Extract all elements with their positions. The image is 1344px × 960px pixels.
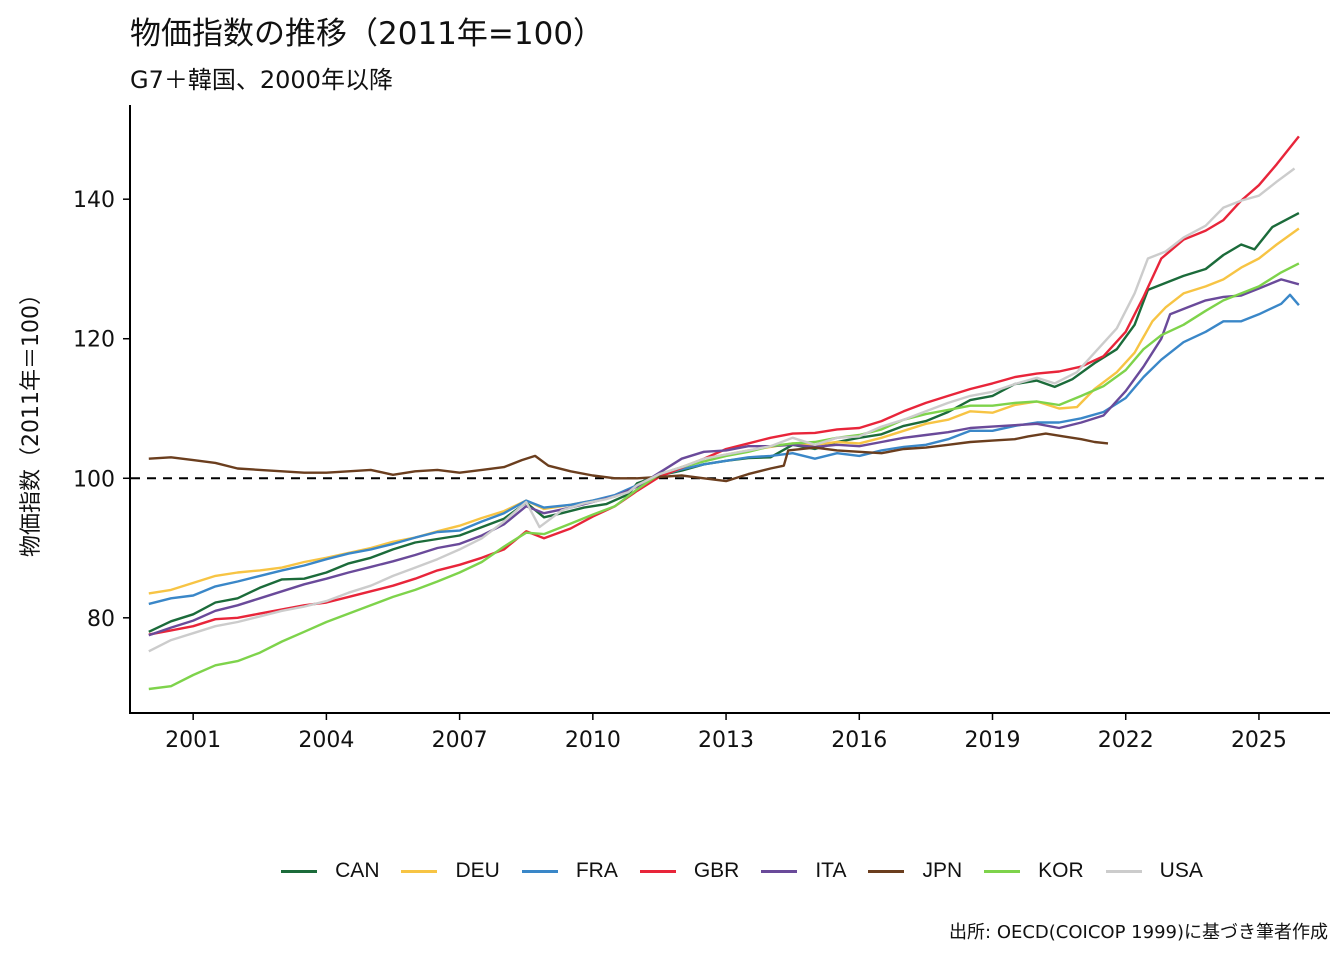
source-caption: 出所: OECD(COICOP 1999)に基づき筆者作成 <box>949 922 1328 943</box>
y-tick-label: 140 <box>73 188 115 213</box>
y-axis-title: 物価指数（2011年＝100） <box>19 283 44 557</box>
series-line-gbr <box>148 135 1300 636</box>
legend-key-swatch <box>984 869 1021 873</box>
legend-label: GBR <box>693 859 740 882</box>
series-line-kor <box>148 262 1300 691</box>
y-tick-label: 80 <box>87 607 115 632</box>
legend-item-jpn: JPN <box>868 859 962 883</box>
legend-label: DEU <box>455 859 500 882</box>
legend: CAN DEU FRA GBR ITA JPN KOR USA <box>0 856 1344 886</box>
legend-item-usa: USA <box>1105 859 1203 883</box>
legend-item-gbr: GBR <box>639 859 740 883</box>
chart-subtitle: G7＋韓国、2000年以降 <box>130 66 393 94</box>
chart-title: 物価指数の推移（2011年=100） <box>130 16 605 52</box>
series-line-ita <box>148 278 1300 637</box>
series-line-jpn <box>148 432 1109 483</box>
series-line-usa <box>148 167 1296 653</box>
x-tick-label: 2019 <box>965 728 1021 753</box>
legend-label: ITA <box>815 859 847 882</box>
legend-item-deu: DEU <box>401 859 500 883</box>
legend-key-swatch <box>868 869 905 873</box>
x-tick-label: 2013 <box>698 728 754 753</box>
y-tick-label: 120 <box>73 328 115 353</box>
legend-key-swatch <box>639 869 676 873</box>
x-tick-label: 2004 <box>298 728 354 753</box>
y-tick-label: 100 <box>73 467 115 492</box>
x-tick-label: 2010 <box>565 728 621 753</box>
legend-label: CAN <box>335 859 380 882</box>
legend-key-swatch <box>281 869 318 873</box>
series-line-deu <box>148 227 1300 595</box>
legend-label: FRA <box>575 859 618 882</box>
x-tick-label: 2022 <box>1098 728 1154 753</box>
legend-label: USA <box>1159 859 1203 882</box>
legend-key-swatch <box>761 869 798 873</box>
legend-label: KOR <box>1038 859 1084 882</box>
x-tick-label: 2016 <box>831 728 887 753</box>
legend-item-fra: FRA <box>521 859 618 883</box>
series-line-can <box>148 212 1300 633</box>
legend-label: JPN <box>922 859 963 882</box>
legend-key-swatch <box>1105 869 1142 873</box>
legend-item-can: CAN <box>281 859 379 883</box>
legend-item-kor: KOR <box>984 859 1084 883</box>
x-tick-label: 2007 <box>432 728 488 753</box>
legend-item-ita: ITA <box>761 859 846 883</box>
legend-key-swatch <box>521 869 558 873</box>
series-line-fra <box>148 293 1300 606</box>
legend-key-swatch <box>401 869 438 873</box>
x-tick-label: 2001 <box>165 728 221 753</box>
x-tick-label: 2025 <box>1231 728 1287 753</box>
